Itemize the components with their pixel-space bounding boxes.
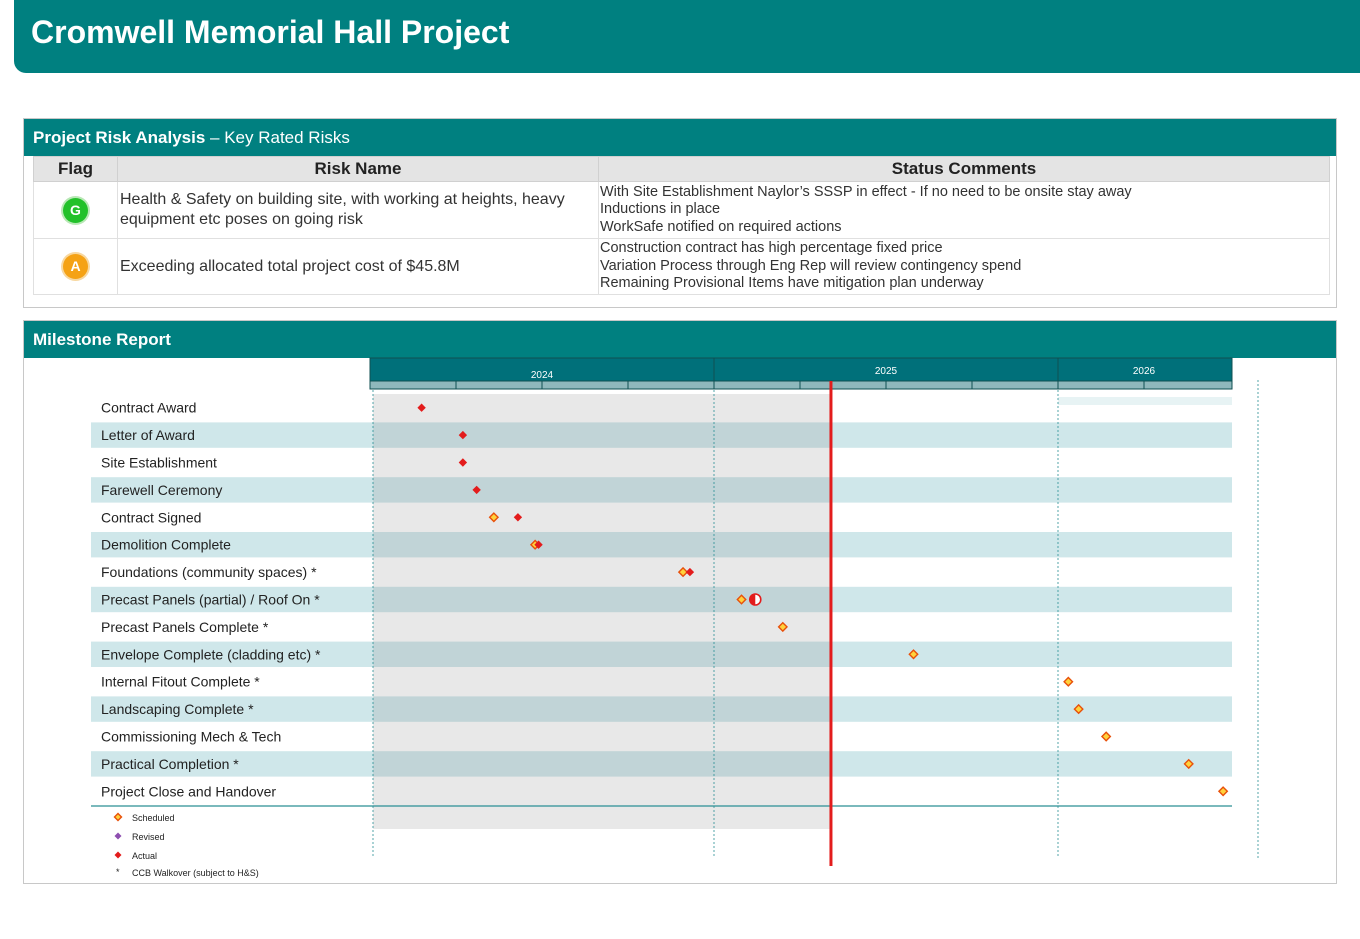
- in-progress-half-fill: [749, 594, 756, 605]
- status-line: With Site Establishment Naylor’s SSSP in…: [600, 183, 1132, 200]
- scheduled-marker: [1073, 703, 1084, 715]
- actual-marker: [513, 513, 523, 522]
- year-label-2024: 2024: [531, 370, 554, 381]
- row-band: [91, 641, 1232, 667]
- page-title: Cromwell Memorial Hall Project: [31, 14, 510, 50]
- column-header-flag: Flag: [33, 156, 118, 182]
- risk-panel-heading: Project Risk Analysis – Key Rated Risks: [24, 119, 1336, 156]
- scheduled-marker: [677, 566, 689, 578]
- milestone-panel-heading: Milestone Report: [24, 321, 1336, 358]
- actual-marker: [472, 485, 481, 495]
- scheduled-marker: [488, 512, 500, 523]
- scheduled-marker: [736, 594, 747, 605]
- status-line: Construction contract has high percentag…: [600, 240, 943, 257]
- status-line: WorkSafe notified on required actions: [600, 218, 842, 235]
- amber-flag-icon: A: [63, 254, 88, 279]
- year-label-2026: 2026: [1133, 366, 1156, 377]
- row-band: [91, 477, 1232, 503]
- risk-name-cell: Health & Safety on building site, with w…: [117, 181, 599, 239]
- actual-marker: [534, 540, 543, 549]
- status-line: Inductions in place: [600, 201, 721, 218]
- risk-heading-rest: – Key Rated Risks: [205, 128, 350, 147]
- legend-actual-icon: [114, 851, 122, 859]
- actual-marker: [458, 430, 468, 440]
- risk-table: Flag Risk Name Status Comments G Health …: [33, 156, 1330, 295]
- title-banner: Cromwell Memorial Hall Project: [14, 0, 1360, 73]
- legend-scheduled-icon: [113, 812, 123, 822]
- risk-analysis-panel: Project Risk Analysis – Key Rated Risks …: [23, 118, 1337, 308]
- timeline-header: [369, 357, 1233, 382]
- column-header-status: Status Comments: [598, 156, 1330, 182]
- milestone-label: Commissioning Mech & Tech: [101, 729, 281, 745]
- scheduled-marker: [908, 649, 919, 660]
- column-header-risk-name: Risk Name: [117, 156, 599, 182]
- milestone-label: Foundations (community spaces) *: [101, 564, 317, 580]
- row-strip: [1058, 397, 1232, 405]
- flag-cell: A: [33, 238, 118, 295]
- table-row: A Exceeding allocated total project cost…: [33, 238, 1330, 295]
- row-band: [91, 532, 1232, 558]
- status-cell: Construction contract has high percentag…: [598, 238, 1330, 295]
- milestone-label: Landscaping Complete *: [101, 701, 254, 717]
- risk-name-cell: Exceeding allocated total project cost o…: [117, 238, 599, 295]
- milestone-label: Precast Panels (partial) / Roof On *: [101, 592, 320, 608]
- legend-label: Actual: [132, 851, 157, 861]
- legend-revised-icon: [114, 832, 122, 840]
- actual-marker: [417, 403, 426, 412]
- scheduled-marker: [777, 621, 788, 633]
- status-cell: With Site Establishment Naylor’s SSSP in…: [598, 181, 1330, 239]
- scheduled-marker: [1100, 731, 1112, 742]
- green-flag-icon: G: [63, 197, 88, 223]
- milestone-label: Project Close and Handover: [101, 783, 276, 799]
- legend-asterisk-icon: *: [116, 867, 120, 877]
- milestone-label: Envelope Complete (cladding etc) *: [101, 646, 321, 662]
- legend-label: CCB Walkover (subject to H&S): [132, 868, 259, 878]
- flag-cell: G: [33, 181, 118, 239]
- scheduled-marker: [1063, 676, 1074, 687]
- row-band: [91, 586, 1232, 613]
- legend-label: Scheduled: [132, 813, 175, 823]
- scheduled-marker: [1183, 758, 1194, 770]
- milestone-label: Practical Completion *: [101, 756, 239, 772]
- milestone-label: Demolition Complete: [101, 537, 231, 553]
- actual-marker: [458, 458, 468, 467]
- risk-heading-bold: Project Risk Analysis: [33, 128, 206, 147]
- status-line: Variation Process through Eng Rep will r…: [600, 257, 1022, 274]
- milestone-label: Precast Panels Complete *: [101, 619, 269, 635]
- table-row: G Health & Safety on building site, with…: [33, 181, 1330, 239]
- timeline-subheader: [369, 380, 1233, 390]
- year-label-2025: 2025: [875, 366, 898, 377]
- milestone-label: Internal Fitout Complete *: [101, 674, 260, 690]
- legend-label: Revised: [132, 832, 165, 842]
- row-band: [91, 696, 1232, 722]
- row-band: [91, 422, 1232, 448]
- milestone-label: Contract Signed: [101, 509, 201, 525]
- milestone-label: Farewell Ceremony: [101, 482, 222, 498]
- milestone-label: Letter of Award: [101, 427, 195, 443]
- scheduled-marker: [1217, 786, 1229, 797]
- row-band: [91, 751, 1232, 777]
- actual-marker: [685, 567, 695, 577]
- milestone-label: Site Establishment: [101, 455, 217, 471]
- milestone-label: Contract Award: [101, 400, 196, 416]
- status-line: Remaining Provisional Items have mitigat…: [600, 275, 984, 292]
- elapsed-period-shade: [373, 394, 831, 829]
